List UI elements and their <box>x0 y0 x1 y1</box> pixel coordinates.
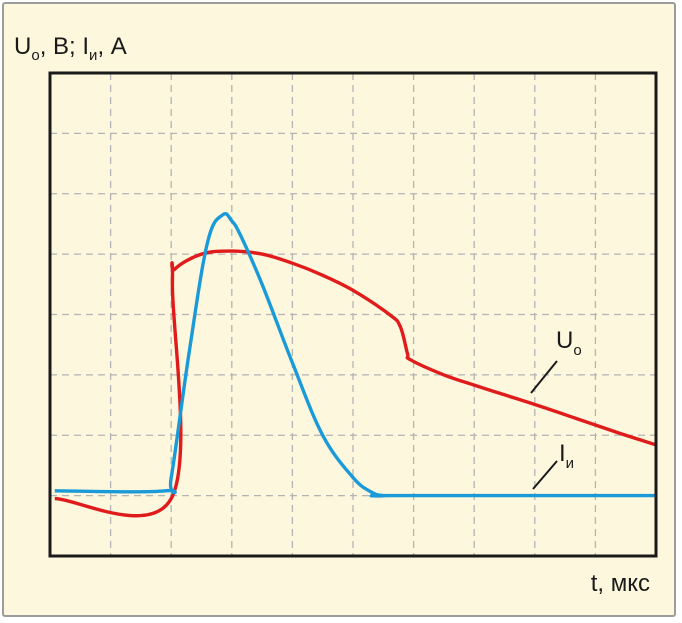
grid <box>50 73 656 556</box>
series-label-ii: Iи <box>559 440 574 472</box>
series-line-uo <box>54 249 657 518</box>
plot-border <box>48 71 658 558</box>
series-labels: Uo Iи <box>530 327 582 490</box>
x-axis-label: t, мкс <box>591 570 650 597</box>
series-line-ii <box>54 212 656 498</box>
y-axis-label: Uo, В; Iи, А <box>14 33 127 64</box>
label-leader-line <box>532 460 558 490</box>
series-label-uo: Uo <box>556 327 582 359</box>
series-lines <box>54 212 657 518</box>
label-leader-line <box>530 360 558 394</box>
